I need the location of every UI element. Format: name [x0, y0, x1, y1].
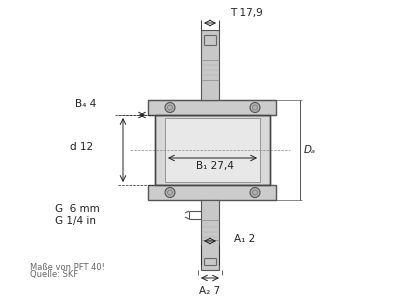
Bar	[155, 115, 270, 185]
Text: d 12: d 12	[70, 142, 93, 152]
Circle shape	[165, 103, 175, 112]
Text: Dₐ: Dₐ	[304, 145, 316, 155]
Circle shape	[165, 188, 175, 197]
Text: A₁ 2: A₁ 2	[234, 234, 255, 244]
Text: G  6 mm
G 1/4 in: G 6 mm G 1/4 in	[55, 204, 100, 226]
Bar	[201, 30, 219, 100]
Text: T 17,9: T 17,9	[230, 8, 263, 18]
Bar	[201, 200, 219, 270]
Circle shape	[250, 103, 260, 112]
Text: Maße von PFT 40!: Maße von PFT 40!	[30, 262, 105, 272]
Bar	[165, 118, 260, 182]
Text: A₂ 7: A₂ 7	[200, 286, 220, 296]
Text: B₁ 27,4: B₁ 27,4	[196, 161, 234, 171]
Circle shape	[250, 188, 260, 197]
Text: Quelle: SKF: Quelle: SKF	[30, 271, 78, 280]
Bar	[148, 185, 276, 200]
Bar	[148, 100, 276, 115]
Text: B₄ 4: B₄ 4	[75, 99, 96, 109]
